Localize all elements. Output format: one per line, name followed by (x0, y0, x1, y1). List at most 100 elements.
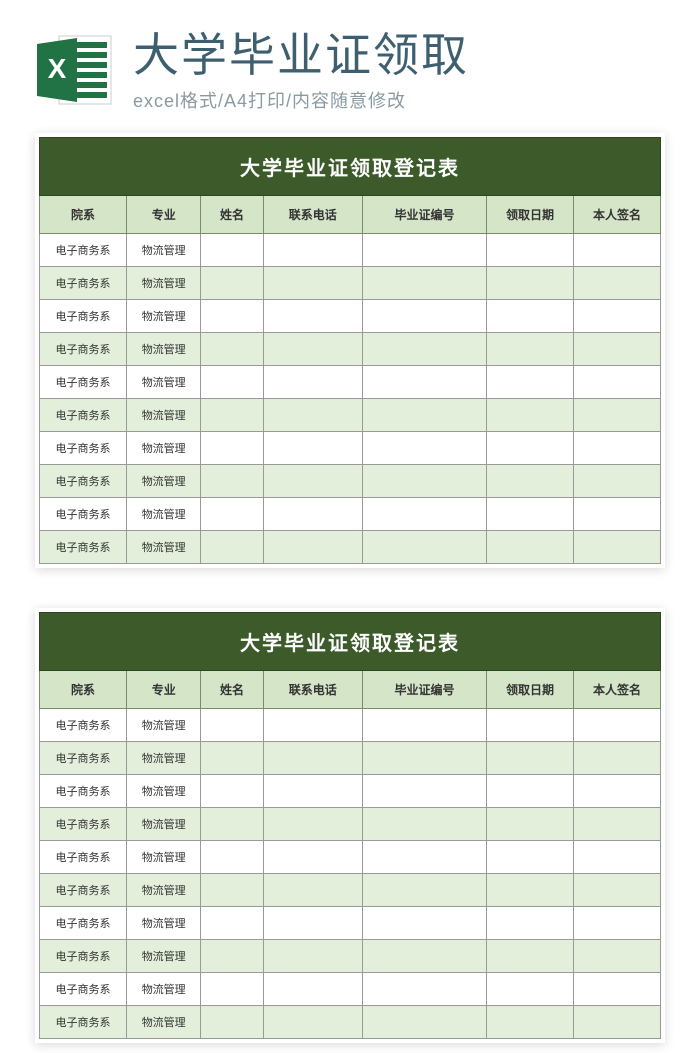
cell-major: 物流管理 (126, 708, 201, 741)
cell-phone (263, 431, 362, 464)
column-header-cert_id: 毕业证编号 (362, 670, 486, 708)
cell-phone (263, 972, 362, 1005)
table-row: 电子商务系物流管理 (40, 840, 661, 873)
cell-cert_id (362, 530, 486, 563)
cell-sign (574, 398, 661, 431)
cell-name (201, 873, 263, 906)
cell-dept: 电子商务系 (40, 266, 127, 299)
cell-name (201, 741, 263, 774)
registration-table: 大学毕业证领取登记表院系专业姓名联系电话毕业证编号领取日期本人签名电子商务系物流… (39, 137, 661, 564)
cell-cert_id (362, 939, 486, 972)
cell-name (201, 299, 263, 332)
cell-dept: 电子商务系 (40, 365, 127, 398)
cell-sign (574, 939, 661, 972)
column-header-dept: 院系 (40, 670, 127, 708)
cell-major: 物流管理 (126, 266, 201, 299)
table-row: 电子商务系物流管理 (40, 530, 661, 563)
cell-phone (263, 873, 362, 906)
cell-name (201, 1005, 263, 1038)
cell-cert_id (362, 299, 486, 332)
cell-dept: 电子商务系 (40, 708, 127, 741)
cell-phone (263, 233, 362, 266)
cell-name (201, 233, 263, 266)
cell-cert_id (362, 431, 486, 464)
cell-major: 物流管理 (126, 939, 201, 972)
column-header-sign: 本人签名 (574, 670, 661, 708)
cell-phone (263, 266, 362, 299)
column-header-name: 姓名 (201, 670, 263, 708)
cell-name (201, 840, 263, 873)
cell-sign (574, 497, 661, 530)
cell-name (201, 807, 263, 840)
cell-phone (263, 774, 362, 807)
table-row: 电子商务系物流管理 (40, 873, 661, 906)
sheet-preview-1: 大学毕业证领取登记表院系专业姓名联系电话毕业证编号领取日期本人签名电子商务系物流… (35, 133, 665, 568)
table-title: 大学毕业证领取登记表 (40, 612, 661, 670)
cell-sign (574, 807, 661, 840)
cell-date (487, 299, 574, 332)
cell-date (487, 497, 574, 530)
column-header-name: 姓名 (201, 195, 263, 233)
cell-phone (263, 906, 362, 939)
cell-name (201, 939, 263, 972)
cell-phone (263, 530, 362, 563)
cell-dept: 电子商务系 (40, 741, 127, 774)
cell-dept: 电子商务系 (40, 233, 127, 266)
table-row: 电子商务系物流管理 (40, 807, 661, 840)
cell-sign (574, 774, 661, 807)
cell-name (201, 530, 263, 563)
cell-sign (574, 266, 661, 299)
cell-major: 物流管理 (126, 741, 201, 774)
table-row: 电子商务系物流管理 (40, 741, 661, 774)
sheets-container: 大学毕业证领取登记表院系专业姓名联系电话毕业证编号领取日期本人签名电子商务系物流… (0, 133, 700, 1043)
cell-cert_id (362, 774, 486, 807)
cell-date (487, 774, 574, 807)
table-row: 电子商务系物流管理 (40, 431, 661, 464)
column-header-date: 领取日期 (487, 195, 574, 233)
cell-date (487, 972, 574, 1005)
cell-major: 物流管理 (126, 840, 201, 873)
cell-cert_id (362, 708, 486, 741)
cell-dept: 电子商务系 (40, 972, 127, 1005)
cell-dept: 电子商务系 (40, 774, 127, 807)
cell-cert_id (362, 840, 486, 873)
cell-major: 物流管理 (126, 497, 201, 530)
table-row: 电子商务系物流管理 (40, 497, 661, 530)
table-row: 电子商务系物流管理 (40, 332, 661, 365)
svg-text:X: X (48, 53, 67, 84)
cell-major: 物流管理 (126, 774, 201, 807)
table-row: 电子商务系物流管理 (40, 464, 661, 497)
cell-cert_id (362, 1005, 486, 1038)
cell-sign (574, 299, 661, 332)
cell-name (201, 266, 263, 299)
cell-name (201, 972, 263, 1005)
cell-phone (263, 840, 362, 873)
table-row: 电子商务系物流管理 (40, 708, 661, 741)
cell-date (487, 398, 574, 431)
cell-cert_id (362, 873, 486, 906)
cell-major: 物流管理 (126, 906, 201, 939)
cell-sign (574, 530, 661, 563)
cell-major: 物流管理 (126, 530, 201, 563)
table-row: 电子商务系物流管理 (40, 266, 661, 299)
cell-phone (263, 299, 362, 332)
table-row: 电子商务系物流管理 (40, 398, 661, 431)
page-header: X 大学毕业证领取 excel格式/A4打印/内容随意修改 (0, 0, 700, 133)
table-row: 电子商务系物流管理 (40, 233, 661, 266)
cell-name (201, 774, 263, 807)
cell-dept: 电子商务系 (40, 431, 127, 464)
cell-date (487, 840, 574, 873)
cell-phone (263, 741, 362, 774)
cell-name (201, 906, 263, 939)
cell-sign (574, 741, 661, 774)
column-header-date: 领取日期 (487, 670, 574, 708)
table-row: 电子商务系物流管理 (40, 972, 661, 1005)
column-header-major: 专业 (126, 195, 201, 233)
cell-sign (574, 332, 661, 365)
cell-dept: 电子商务系 (40, 840, 127, 873)
column-header-cert_id: 毕业证编号 (362, 195, 486, 233)
cell-date (487, 939, 574, 972)
cell-sign (574, 972, 661, 1005)
cell-phone (263, 398, 362, 431)
column-header-phone: 联系电话 (263, 670, 362, 708)
